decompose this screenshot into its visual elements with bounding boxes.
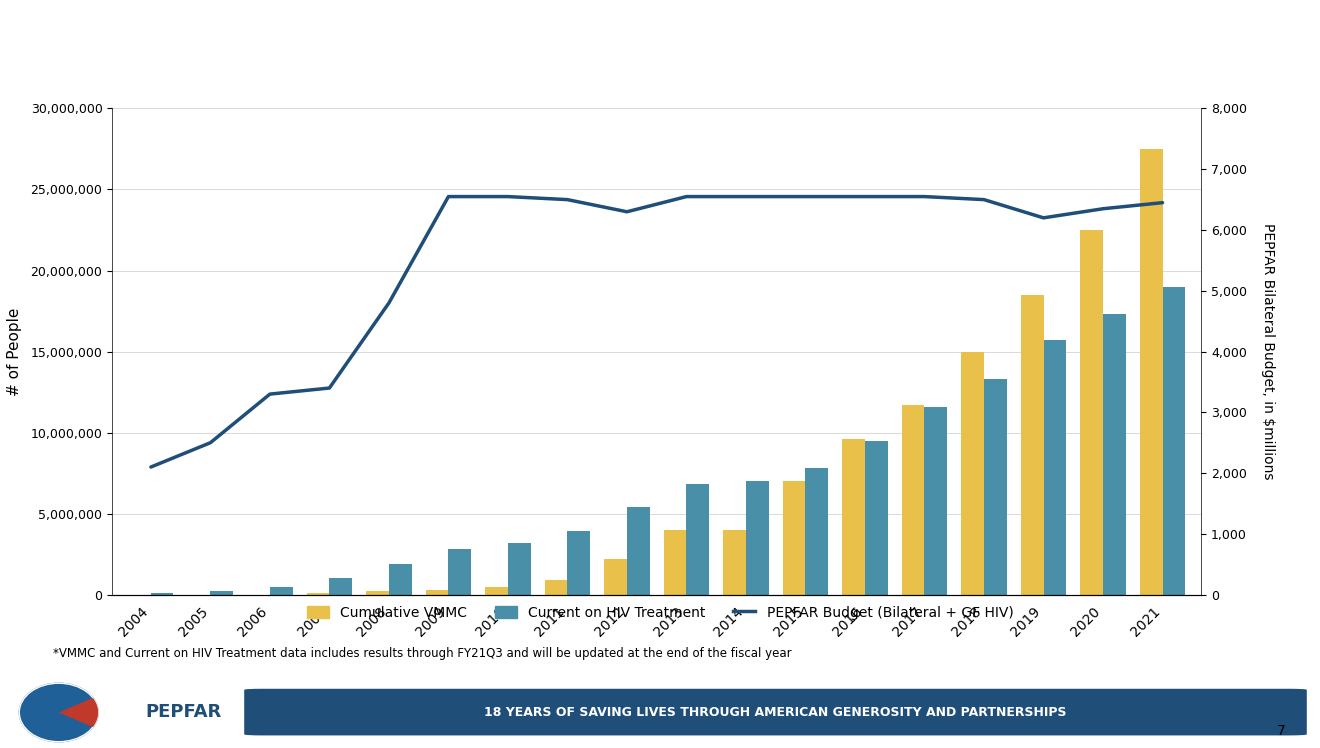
Bar	[508, 543, 531, 595]
Text: PEPFAR: PEPFAR	[145, 703, 222, 721]
Bar	[627, 507, 649, 595]
Bar	[1163, 286, 1185, 595]
Bar	[686, 485, 709, 595]
Bar	[783, 481, 805, 595]
Bar	[426, 589, 449, 595]
Bar	[486, 586, 508, 595]
Bar	[330, 578, 352, 595]
Bar	[865, 441, 887, 595]
Bar	[150, 593, 173, 595]
Text: *VMMC and Current on HIV Treatment data includes results through FY21Q3 and will: *VMMC and Current on HIV Treatment data …	[53, 647, 792, 660]
Bar	[1044, 340, 1067, 595]
Bar	[568, 531, 590, 595]
Bar	[1104, 314, 1126, 595]
Bar	[961, 352, 983, 595]
Text: PEPFAR Continues to Increase Impact, in Flat Budget (FY2004-2021*): PEPFAR Continues to Increase Impact, in …	[16, 38, 994, 63]
Bar	[805, 468, 828, 595]
Bar	[269, 586, 293, 595]
Bar	[924, 407, 948, 595]
Bar	[983, 379, 1007, 595]
Bar	[449, 549, 471, 595]
Bar	[842, 439, 865, 595]
Bar	[746, 481, 768, 595]
Legend: Cumulative VMMC, Current on HIV Treatment, PEPFAR Budget (Bilateral + GF HIV): Cumulative VMMC, Current on HIV Treatmen…	[301, 600, 1019, 625]
Y-axis label: # of People: # of People	[8, 307, 22, 396]
Bar	[1080, 230, 1104, 595]
Bar	[1020, 295, 1044, 595]
Y-axis label: PEPFAR Bilateral Budget, in $millions: PEPFAR Bilateral Budget, in $millions	[1261, 224, 1275, 479]
Bar	[902, 405, 924, 595]
Bar	[306, 593, 330, 595]
Wedge shape	[58, 698, 98, 727]
Bar	[210, 592, 234, 595]
Bar	[545, 580, 568, 595]
Text: 7: 7	[1276, 724, 1286, 738]
Bar	[367, 592, 389, 595]
Bar	[605, 559, 627, 595]
FancyBboxPatch shape	[244, 689, 1307, 735]
Bar	[723, 530, 746, 595]
Circle shape	[20, 683, 98, 742]
Text: 18 YEARS OF SAVING LIVES THROUGH AMERICAN GENEROSITY AND PARTNERSHIPS: 18 YEARS OF SAVING LIVES THROUGH AMERICA…	[484, 705, 1067, 719]
Bar	[664, 530, 686, 595]
Bar	[1140, 149, 1163, 595]
Bar	[389, 564, 412, 595]
